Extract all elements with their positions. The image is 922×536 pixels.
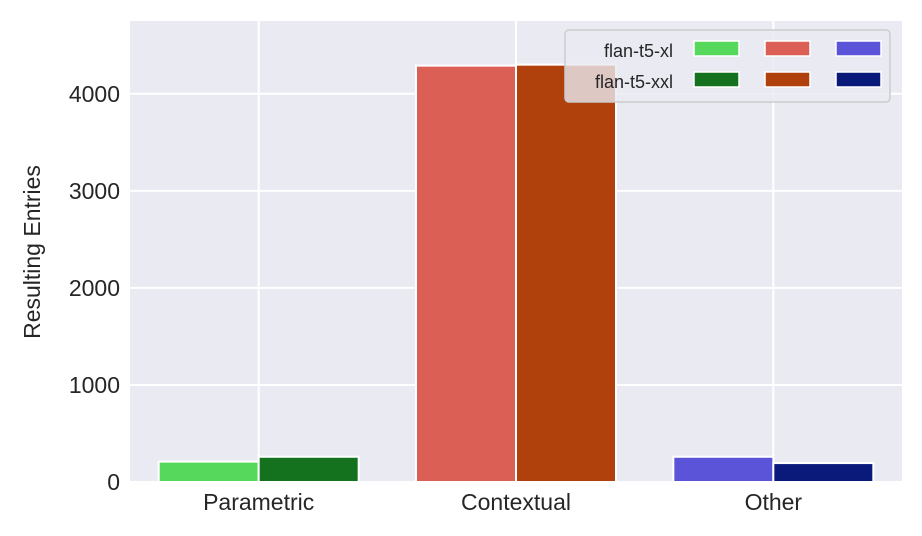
legend-label-series-0: flan-t5-xl [604, 41, 673, 61]
y-tick-label: 2000 [69, 275, 120, 301]
legend-swatch [764, 71, 811, 88]
y-tick-label: 3000 [69, 178, 120, 204]
legend-label-series-1: flan-t5-xxl [595, 72, 673, 92]
y-tick-label: 4000 [69, 81, 120, 107]
legend-swatch [693, 71, 740, 88]
y-tick-label: 1000 [69, 372, 120, 398]
x-tick-labels: Parametric Contextual Other [203, 489, 802, 515]
y-tick-label: 0 [107, 469, 120, 495]
bars [157, 63, 875, 484]
bar-contextual-flan-t5-xl [415, 64, 517, 484]
y-axis-label: Resulting Entries [19, 165, 45, 339]
legend-swatch [693, 40, 740, 57]
y-tick-labels: 0 1000 2000 3000 4000 [69, 81, 120, 495]
legend-swatch [835, 71, 882, 88]
legend: flan-t5-xl flan-t5-xxl [564, 29, 891, 103]
bar-other-flan-t5-xl [672, 455, 775, 484]
bar-parametric-flan-t5-xxl [257, 455, 360, 484]
x-tick-label: Other [745, 489, 803, 515]
legend-swatches [693, 40, 882, 88]
x-tick-label: Contextual [461, 489, 571, 515]
bar-contextual-flan-t5-xxl [515, 63, 617, 484]
bar-other-flan-t5-xxl [772, 462, 875, 483]
bar-parametric-flan-t5-xl [157, 460, 260, 484]
legend-swatch [835, 40, 882, 57]
legend-swatch [764, 40, 811, 57]
x-tick-label: Parametric [203, 489, 314, 515]
